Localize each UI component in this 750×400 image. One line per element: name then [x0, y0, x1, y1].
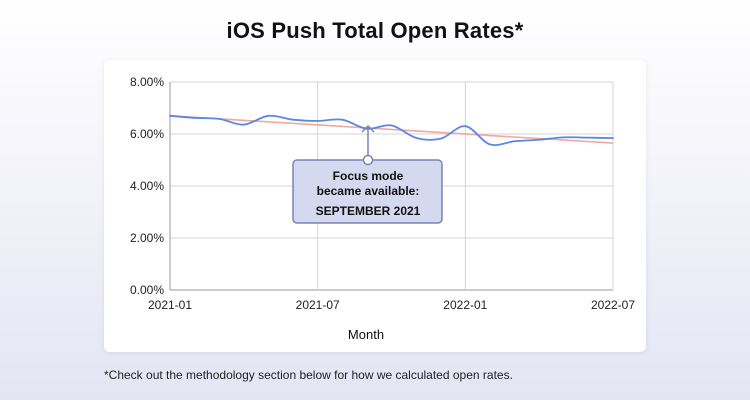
y-tick-label: 0.00%: [130, 283, 164, 297]
x-tick-label: 2022-01: [443, 298, 487, 312]
annotation-line-1: Focus mode: [333, 169, 404, 183]
x-axis-label: Month: [348, 327, 384, 342]
x-tick-label: 2021-07: [296, 298, 340, 312]
x-tick-label: 2021-01: [148, 298, 192, 312]
chart-title: iOS Push Total Open Rates*: [226, 18, 524, 43]
x-tick-label: 2022-07: [591, 298, 635, 312]
y-tick-label: 6.00%: [130, 127, 164, 141]
open-rate-series-line: [169, 114, 614, 146]
annotation-anchor-dot: [362, 154, 374, 166]
y-tick-label: 8.00%: [130, 75, 164, 89]
trend-line: [169, 115, 614, 144]
annotation-line-3: SEPTEMBER 2021: [316, 204, 421, 218]
y-tick-label: 4.00%: [130, 179, 164, 193]
methodology-footnote: *Check out the methodology section below…: [104, 368, 513, 382]
annotation-arrowhead: [361, 124, 375, 133]
annotation-line-2: became available:: [317, 184, 420, 198]
y-tick-label: 2.00%: [130, 231, 164, 245]
annotation: Focus mode became available: SEPTEMBER 2…: [292, 124, 443, 224]
